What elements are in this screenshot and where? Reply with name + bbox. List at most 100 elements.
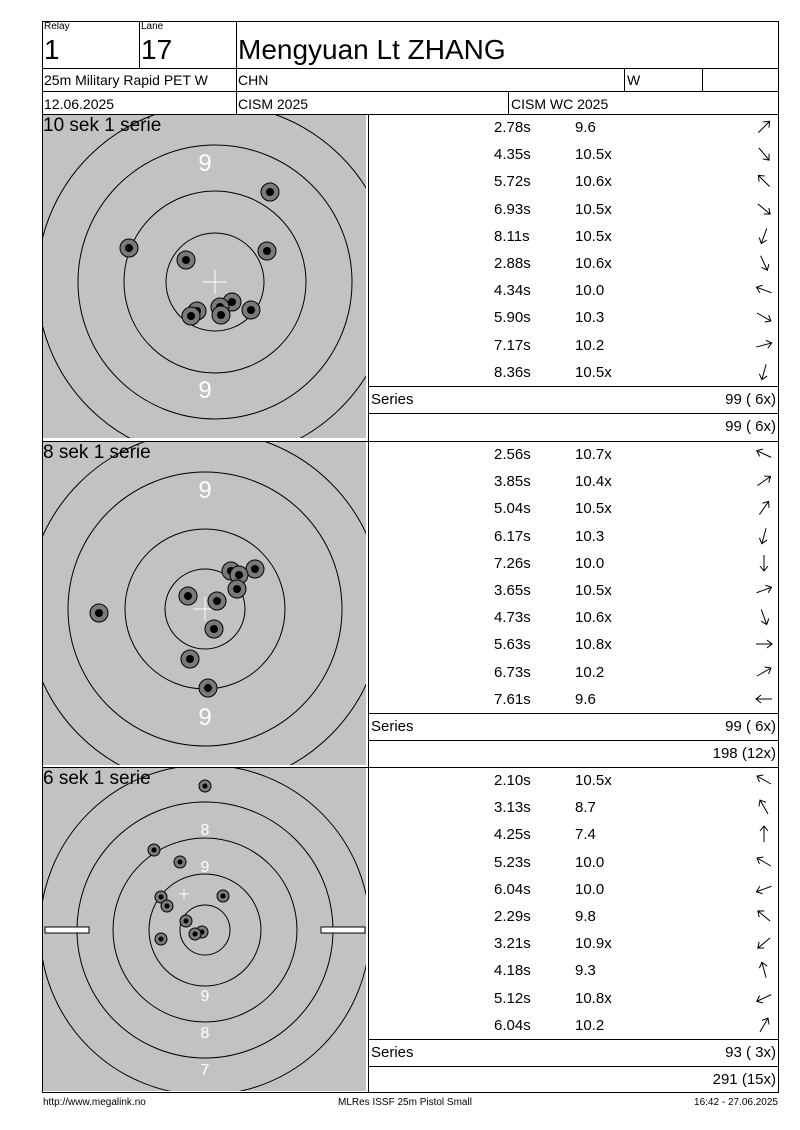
target-face-2: 9 9 xyxy=(43,442,366,765)
direction-arrow-icon xyxy=(759,554,769,572)
shot-score: 10.5x xyxy=(575,227,612,245)
shot-time: 3.65s xyxy=(494,582,531,599)
shot-row: 4.25s 7.4 xyxy=(370,822,778,849)
shot-hit xyxy=(178,586,198,606)
shot-score: 10.3 xyxy=(575,309,605,327)
shot-row: 4.35s 10.5x xyxy=(370,142,778,169)
direction-arrow-icon xyxy=(756,666,772,677)
direction-arrow-icon xyxy=(758,799,769,815)
shot-row: 6.17s 10.3 xyxy=(370,524,778,551)
target-face-3: 8 9 9 8 7 xyxy=(43,768,366,1091)
lane-value: 17 xyxy=(141,34,173,65)
divider xyxy=(368,740,779,741)
venue: CISM WC 2025 xyxy=(511,96,609,112)
series-total: 99 ( 6x) xyxy=(725,391,776,408)
shot-time: 5.23s xyxy=(494,853,531,871)
shot-time: 2.10s xyxy=(494,772,531,789)
footer-timestamp: 16:42 - 27.06.2025 xyxy=(694,1097,778,1108)
ring-label: 9 xyxy=(198,704,211,731)
series-title: 6 sek 1 serie xyxy=(43,768,151,789)
shot-score: 10.9x xyxy=(575,935,612,953)
shot-time: 6.73s xyxy=(494,663,531,681)
divider xyxy=(42,441,779,442)
shot-score: 9.3 xyxy=(575,962,596,980)
shot-hit xyxy=(227,579,247,599)
divider xyxy=(624,68,625,91)
nation: CHN xyxy=(238,72,269,88)
relay-label: Relay xyxy=(44,21,70,32)
target-series-3: 8 9 9 8 7 xyxy=(43,768,366,1091)
shot-row: 5.72s 10.6x xyxy=(370,169,778,196)
shot-score: 10.7x xyxy=(575,446,612,463)
shot-hit xyxy=(89,603,109,623)
shot-row: 2.78s 9.6 xyxy=(370,115,778,142)
series-label: Series xyxy=(371,1044,414,1061)
shot-row: 3.21s 10.9x xyxy=(370,931,778,958)
shot-hits xyxy=(147,779,230,946)
shot-row: 5.90s 10.3 xyxy=(370,305,778,332)
divider xyxy=(368,413,779,414)
direction-arrow-icon xyxy=(757,203,771,215)
shot-score: 10.6x xyxy=(575,173,612,191)
shot-time: 3.85s xyxy=(494,473,531,491)
shot-hit xyxy=(181,306,201,326)
shot-hit xyxy=(257,241,277,261)
divider xyxy=(236,21,237,114)
shot-time: 4.73s xyxy=(494,609,531,627)
shot-hit xyxy=(260,182,280,202)
direction-arrow-icon xyxy=(759,501,770,516)
footer-url[interactable]: http://www.megalink.no xyxy=(43,1097,146,1108)
target-face-1: 9 9 xyxy=(43,115,366,438)
shot-score: 10.5x xyxy=(575,363,612,381)
shot-time: 7.26s xyxy=(494,554,531,572)
ring-label: 9 xyxy=(201,859,210,876)
shot-row: 5.04s 10.5x xyxy=(370,496,778,523)
lane-label: Lane xyxy=(141,21,164,32)
shot-row: 5.63s 10.8x xyxy=(370,632,778,659)
shot-score: 10.0 xyxy=(575,554,605,572)
shot-hit xyxy=(216,889,230,903)
shot-hit xyxy=(198,678,218,698)
shot-row: 4.73s 10.6x xyxy=(370,605,778,632)
shot-row: 6.93s 10.5x xyxy=(370,197,778,224)
gender: W xyxy=(627,72,641,88)
shot-hit xyxy=(119,238,139,258)
shot-row: 2.29s 9.8 xyxy=(370,904,778,931)
series-total: 99 ( 6x) xyxy=(725,718,776,735)
direction-arrow-icon xyxy=(755,694,772,704)
divider xyxy=(42,114,779,115)
shot-hit xyxy=(188,927,202,941)
shot-score: 7.4 xyxy=(575,826,596,844)
shot-score: 10.8x xyxy=(575,989,612,1007)
shot-row: 8.11s 10.5x xyxy=(370,224,778,251)
shot-time: 2.88s xyxy=(494,255,531,272)
direction-arrow-icon xyxy=(756,856,772,867)
shot-score: 10.5x xyxy=(575,500,612,518)
ring-label: 9 xyxy=(198,377,211,404)
shot-time: 3.13s xyxy=(494,799,531,817)
divider xyxy=(368,386,779,387)
shot-time: 4.34s xyxy=(494,282,531,300)
shot-row: 3.85s 10.4x xyxy=(370,469,778,496)
ring-label: 9 xyxy=(201,988,210,1005)
shot-hit xyxy=(241,300,261,320)
target-series-1: 9 9 xyxy=(43,115,366,438)
shot-row: 4.18s 9.3 xyxy=(370,958,778,985)
shot-row: 5.12s 10.8x xyxy=(370,986,778,1013)
direction-arrow-icon xyxy=(760,609,770,626)
shot-time: 2.56s xyxy=(494,446,531,463)
shot-time: 5.63s xyxy=(494,636,531,654)
divider xyxy=(139,21,140,68)
shot-score: 10.5x xyxy=(575,146,612,164)
shot-time: 8.36s xyxy=(494,363,531,381)
shot-hit xyxy=(245,559,265,579)
shot-hit xyxy=(176,250,196,270)
shot-score: 10.2 xyxy=(575,336,605,354)
shot-time: 3.21s xyxy=(494,935,531,953)
shot-time: 5.04s xyxy=(494,500,531,518)
shot-score: 10.5x xyxy=(575,200,612,218)
shot-hit xyxy=(229,565,249,585)
shot-row: 3.65s 10.5x xyxy=(370,578,778,605)
direction-arrow-icon xyxy=(756,640,773,649)
shot-score: 10.4x xyxy=(575,473,612,491)
